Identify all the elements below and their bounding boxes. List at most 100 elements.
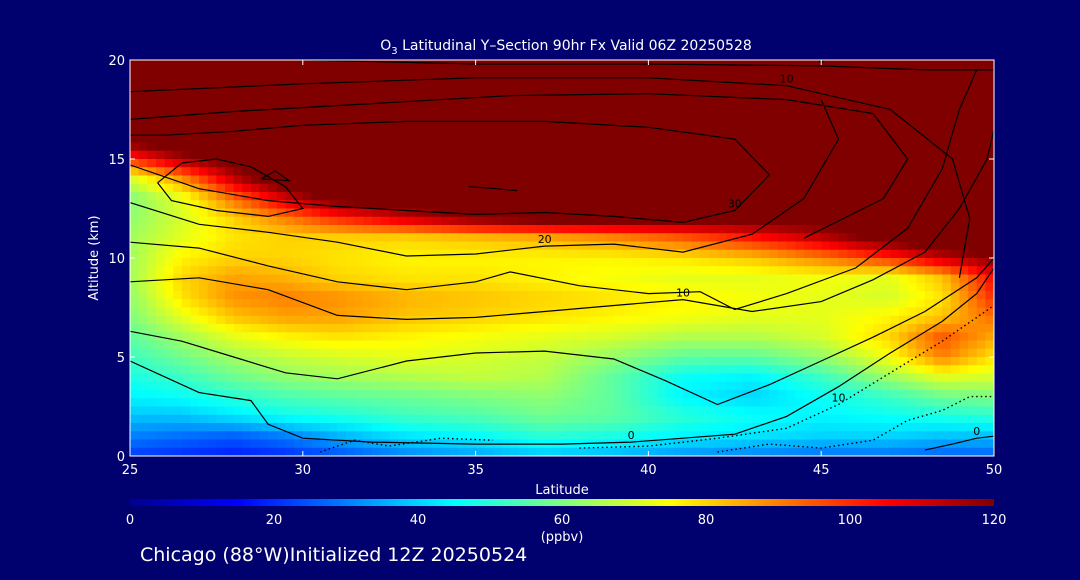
heatmap-cell [665,258,675,267]
heatmap-cell [898,282,909,292]
heatmap-cell [199,373,209,383]
heatmap-cell [795,447,805,456]
heatmap-cell [942,101,952,111]
heatmap-cell [415,373,425,383]
heatmap-cell [631,431,641,441]
heatmap-cell [579,365,589,375]
heatmap-cell [346,406,356,416]
heatmap-cell [302,439,313,449]
heatmap-cell [717,134,727,144]
heatmap-cell [216,398,226,408]
heatmap-cell [527,117,537,127]
heatmap-cell [432,167,442,177]
heatmap-cell [346,200,356,210]
heatmap-cell [864,241,874,251]
heatmap-cell [622,93,632,102]
heatmap-cell [415,233,425,243]
heatmap-cell [881,406,891,416]
heatmap-cell [734,381,745,391]
heatmap-cell [320,365,330,375]
heatmap-cell [734,84,745,94]
heatmap-cell [907,258,917,267]
heatmap-cell [605,447,615,456]
heatmap-cell [596,414,606,424]
heatmap-cell [484,414,494,424]
heatmap-cell [890,76,900,86]
heatmap-cell [812,291,822,300]
heatmap-cell [397,315,408,325]
heatmap-cell [432,381,442,391]
heatmap-cell [907,109,917,119]
heatmap-cell [674,216,684,226]
heatmap-cell [233,348,243,358]
heatmap-cell [838,68,848,78]
heatmap-cell [302,134,313,144]
heatmap-cell [415,216,425,226]
heatmap-cell [562,258,572,267]
heatmap-cell [907,299,917,309]
heatmap-cell [173,291,183,300]
heatmap-cell [700,93,710,102]
heatmap-cell [976,167,986,177]
heatmap-cell [803,357,814,366]
heatmap-cell [285,439,295,449]
heatmap-cell [259,76,269,86]
heatmap-cell [155,307,166,317]
heatmap-cell [320,117,330,127]
heatmap-cell [475,225,485,234]
heatmap-cell [631,414,641,424]
heatmap-cell [942,200,952,210]
heatmap-cell [389,274,399,284]
heatmap-cell [320,332,330,342]
heatmap-cell [613,324,624,333]
heatmap-cell [380,348,390,358]
heatmap-cell [155,249,166,259]
heatmap-cell [639,150,649,160]
heatmap-cell [743,357,753,366]
heatmap-cell [933,390,943,399]
heatmap-cell [302,117,313,127]
heatmap-cell [441,68,451,78]
heatmap-cell [657,241,667,251]
heatmap-cell [311,423,321,432]
heatmap-cell [294,175,304,185]
heatmap-cell [536,167,546,177]
heatmap-cell [950,447,961,456]
heatmap-cell [596,340,606,350]
heatmap-cell [518,126,529,135]
heatmap-cell [657,414,667,424]
heatmap-cell [311,142,321,152]
heatmap-cell [708,307,719,317]
heatmap-cell [199,134,209,144]
heatmap-cell [233,258,243,267]
heatmap-cell [708,208,719,218]
heatmap-cell [587,406,598,416]
heatmap-cell [371,208,382,218]
heatmap-cell [821,150,831,160]
heatmap-cell [173,175,183,185]
heatmap-cell [717,373,727,383]
heatmap-cell [803,216,814,226]
heatmap-cell [933,192,943,201]
heatmap-cell [164,167,174,177]
heatmap-cell [536,357,546,366]
heatmap-cell [458,117,468,127]
heatmap-cell [328,150,338,160]
heatmap-cell [570,348,580,358]
heatmap-cell [855,324,865,333]
heatmap-cell [406,216,416,226]
heatmap-cell [881,324,891,333]
heatmap-cell [544,282,554,292]
heatmap-cell [898,324,909,333]
heatmap-cell [510,365,520,375]
heatmap-cell [829,76,840,86]
heatmap-cell [821,117,831,127]
heatmap-cell [544,101,554,111]
heatmap-cell [432,134,442,144]
heatmap-cell [155,266,166,276]
heatmap-cell [812,117,822,127]
heatmap-cell [181,208,192,218]
heatmap-cell [752,93,762,102]
heatmap-cell [682,282,693,292]
heatmap-cell [950,150,961,160]
